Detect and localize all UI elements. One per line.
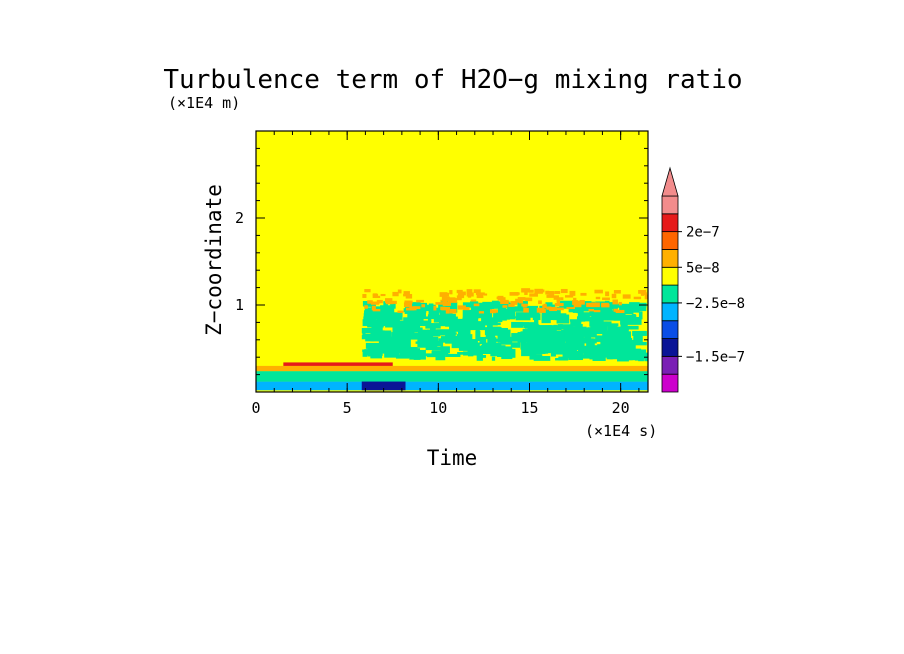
colorbar-label: 5e−8 [686, 260, 720, 276]
plot-area: 0 5 10 15 20 1 2 [235, 130, 649, 417]
colorbar-swatch [661, 302, 679, 322]
y-tick-label: 1 [235, 296, 244, 314]
colorbar-swatch [661, 266, 679, 286]
colorbar-extend-arrow [661, 166, 679, 197]
field-region-4 [361, 381, 406, 391]
field-region-0 [256, 381, 648, 391]
colorbar-swatch [661, 195, 679, 215]
colorbar-swatch [661, 231, 679, 250]
x-tick-label: 10 [429, 399, 447, 417]
colorbar-swatch [661, 249, 679, 268]
colorbar-label: −2.5e−8 [686, 296, 745, 312]
x-tick-label: 5 [343, 399, 352, 417]
x-tick-label: 20 [612, 399, 630, 417]
colorbar-swatch [661, 284, 679, 304]
field-region-6 [362, 288, 648, 314]
x-tick-label: 0 [251, 399, 260, 417]
colorbar: 2e−7 5e−8 −2.5e−8 −1.5e−7 [661, 166, 745, 393]
colorbar-swatch [661, 213, 679, 233]
x-tick-label: 15 [520, 399, 538, 417]
y-axis-label: Z−coordinate [202, 184, 226, 336]
x-unit-label: (×1E4 s) [585, 422, 657, 440]
y-unit-label: (×1E4 m) [168, 94, 240, 112]
colorbar-label: 2e−7 [686, 225, 720, 241]
colorbar-swatch [661, 320, 679, 339]
plot-frame [255, 130, 649, 393]
y-tick-label: 2 [235, 209, 244, 227]
colorbar-label: −1.5e−7 [686, 349, 745, 365]
field-region-2 [256, 365, 648, 372]
field-region-1 [256, 371, 648, 382]
field-region-5 [361, 300, 648, 362]
colorbar-swatch [661, 373, 679, 393]
colorbar-swatch [661, 355, 679, 375]
chart-title: Turbulence term of H2O−g mixing ratio [163, 65, 742, 95]
x-axis-label: Time [427, 446, 478, 470]
field-region-3 [283, 362, 393, 366]
colorbar-swatch [661, 338, 679, 357]
